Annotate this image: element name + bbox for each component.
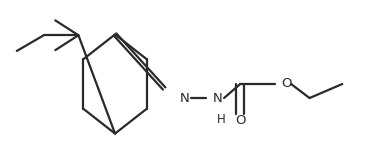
Text: N: N	[213, 92, 222, 104]
Text: O: O	[235, 114, 246, 127]
Text: O: O	[281, 77, 291, 91]
Text: H: H	[217, 113, 226, 126]
Text: N: N	[180, 92, 189, 104]
